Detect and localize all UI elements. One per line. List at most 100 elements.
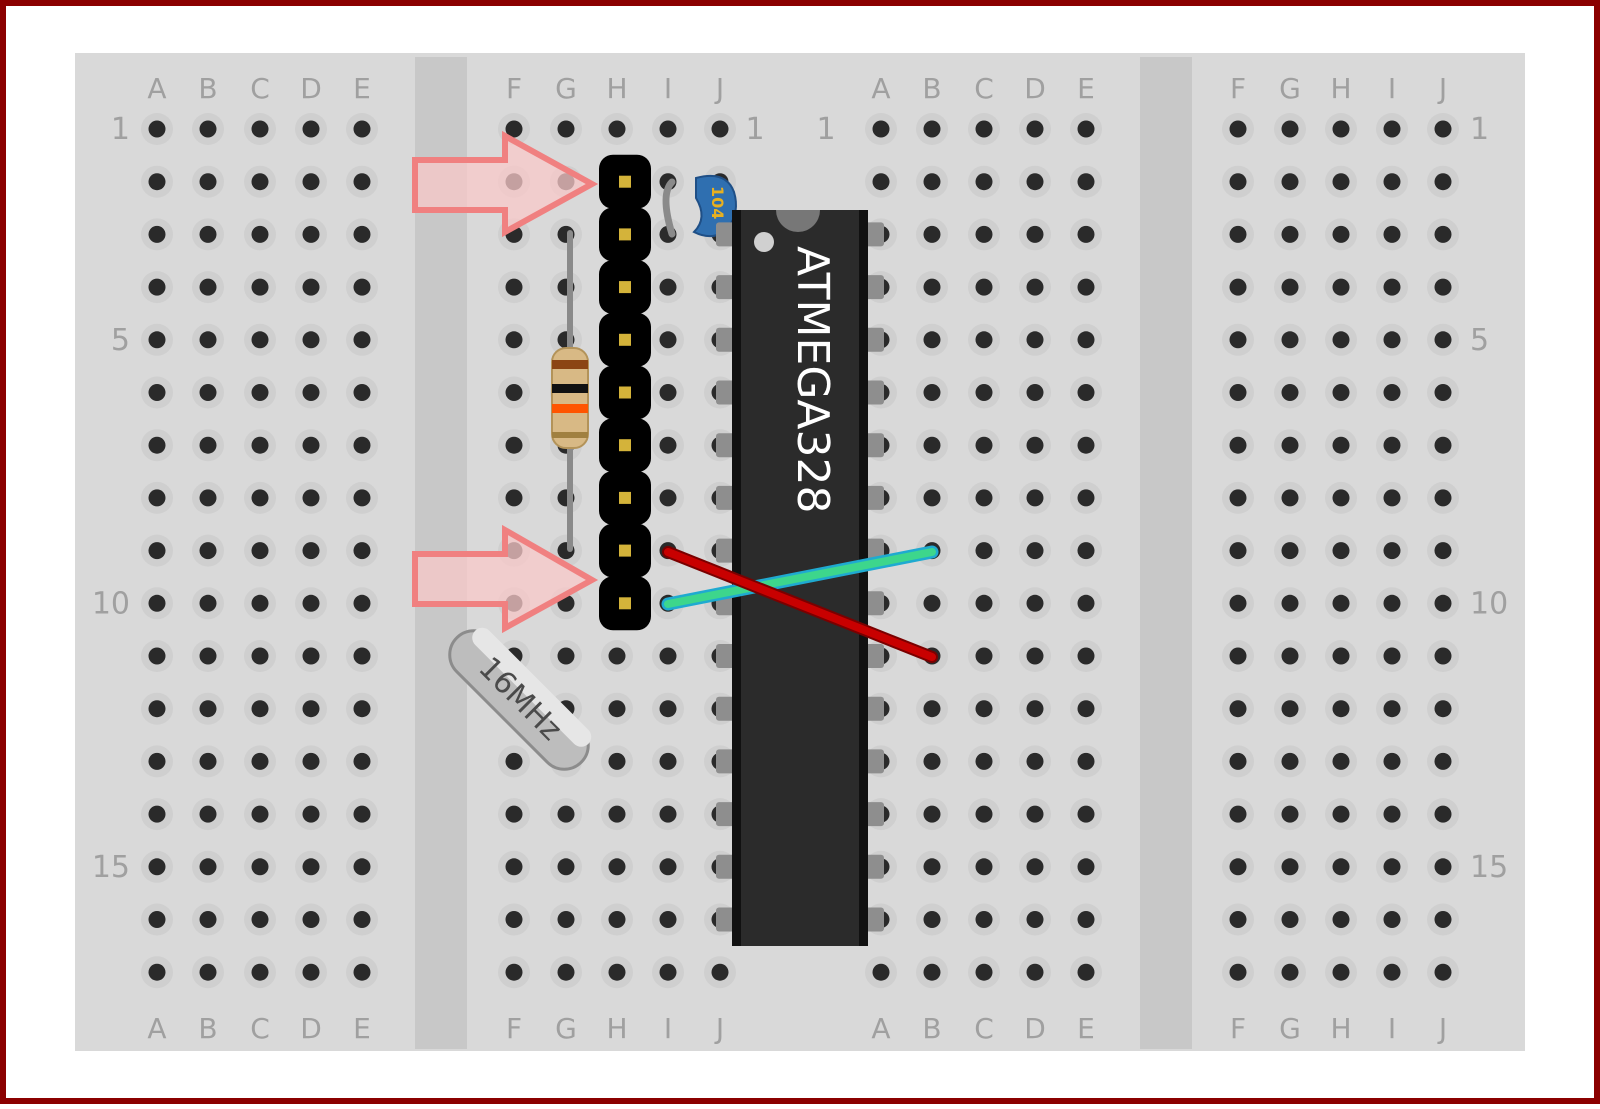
breadboard-hole[interactable] [975, 489, 993, 507]
breadboard-hole[interactable] [302, 805, 320, 823]
breadboard-hole[interactable] [251, 594, 269, 612]
breadboard-hole[interactable] [353, 542, 371, 560]
breadboard-hole[interactable] [608, 805, 626, 823]
breadboard-hole[interactable] [302, 278, 320, 296]
breadboard-hole[interactable] [1434, 331, 1452, 349]
breadboard-hole[interactable] [659, 331, 677, 349]
breadboard-hole[interactable] [1332, 542, 1350, 560]
breadboard-hole[interactable] [1434, 647, 1452, 665]
breadboard-hole[interactable] [975, 911, 993, 928]
breadboard-hole[interactable] [353, 963, 371, 981]
breadboard-hole[interactable] [1434, 542, 1452, 560]
breadboard-hole[interactable] [1077, 436, 1095, 454]
breadboard-hole[interactable] [659, 436, 677, 454]
breadboard-hole[interactable] [251, 805, 269, 823]
breadboard-hole[interactable] [608, 858, 626, 876]
breadboard-hole[interactable] [1077, 542, 1095, 560]
breadboard-hole[interactable] [251, 700, 269, 718]
breadboard-hole[interactable] [505, 331, 523, 349]
breadboard-hole[interactable] [148, 120, 166, 138]
breadboard-hole[interactable] [1281, 752, 1299, 770]
breadboard-hole[interactable] [1332, 647, 1350, 665]
breadboard-hole[interactable] [199, 805, 217, 823]
breadboard-hole[interactable] [302, 225, 320, 243]
breadboard-hole[interactable] [199, 594, 217, 612]
breadboard-hole[interactable] [1383, 120, 1401, 138]
breadboard-hole[interactable] [923, 752, 941, 770]
breadboard-hole[interactable] [1434, 963, 1452, 981]
breadboard-hole[interactable] [1434, 225, 1452, 243]
breadboard-hole[interactable] [505, 858, 523, 876]
breadboard-hole[interactable] [923, 805, 941, 823]
breadboard-hole[interactable] [1332, 278, 1350, 296]
breadboard-hole[interactable] [923, 963, 941, 981]
breadboard-hole[interactable] [1026, 278, 1044, 296]
breadboard-hole[interactable] [1229, 225, 1247, 243]
breadboard-hole[interactable] [1383, 489, 1401, 507]
breadboard-hole[interactable] [608, 120, 626, 138]
breadboard-hole[interactable] [353, 594, 371, 612]
breadboard-hole[interactable] [148, 700, 166, 718]
breadboard-hole[interactable] [1026, 911, 1044, 928]
breadboard-hole[interactable] [1434, 594, 1452, 612]
breadboard-hole[interactable] [1026, 384, 1044, 401]
breadboard-hole[interactable] [148, 594, 166, 612]
red-wire[interactable] [664, 548, 936, 661]
breadboard-hole[interactable] [353, 384, 371, 401]
breadboard-hole[interactable] [251, 384, 269, 401]
breadboard-hole[interactable] [975, 752, 993, 770]
breadboard-hole[interactable] [1077, 331, 1095, 349]
breadboard-hole[interactable] [353, 120, 371, 138]
breadboard-hole[interactable] [975, 963, 993, 981]
breadboard-hole[interactable] [251, 331, 269, 349]
breadboard-hole[interactable] [199, 911, 217, 928]
breadboard-hole[interactable] [251, 542, 269, 560]
breadboard-hole[interactable] [1332, 120, 1350, 138]
header-pin[interactable] [619, 333, 631, 346]
breadboard-hole[interactable] [1077, 225, 1095, 243]
breadboard-hole[interactable] [1077, 700, 1095, 718]
breadboard-hole[interactable] [1281, 858, 1299, 876]
breadboard-hole[interactable] [1332, 594, 1350, 612]
breadboard-hole[interactable] [505, 489, 523, 507]
breadboard-hole[interactable] [353, 173, 371, 191]
breadboard-hole[interactable] [608, 700, 626, 718]
breadboard-hole[interactable] [353, 647, 371, 665]
breadboard-hole[interactable] [251, 752, 269, 770]
breadboard-hole[interactable] [1026, 594, 1044, 612]
breadboard-hole[interactable] [557, 120, 575, 138]
breadboard-hole[interactable] [1026, 225, 1044, 243]
breadboard-hole[interactable] [1281, 911, 1299, 928]
breadboard-hole[interactable] [199, 225, 217, 243]
breadboard-hole[interactable] [302, 331, 320, 349]
breadboard-hole[interactable] [148, 542, 166, 560]
breadboard-hole[interactable] [199, 436, 217, 454]
breadboard-hole[interactable] [148, 173, 166, 191]
breadboard-hole[interactable] [148, 911, 166, 928]
breadboard-hole[interactable] [148, 647, 166, 665]
breadboard-hole[interactable] [505, 436, 523, 454]
breadboard-hole[interactable] [557, 911, 575, 928]
breadboard-hole[interactable] [608, 911, 626, 928]
breadboard-hole[interactable] [505, 963, 523, 981]
resistor[interactable] [551, 347, 589, 449]
breadboard-hole[interactable] [1026, 805, 1044, 823]
breadboard-hole[interactable] [1229, 858, 1247, 876]
breadboard-hole[interactable] [505, 911, 523, 928]
breadboard-hole[interactable] [1332, 700, 1350, 718]
breadboard-hole[interactable] [302, 858, 320, 876]
breadboard-hole[interactable] [1229, 278, 1247, 296]
breadboard-hole[interactable] [1077, 963, 1095, 981]
breadboard-hole[interactable] [199, 752, 217, 770]
breadboard-hole[interactable] [1434, 436, 1452, 454]
breadboard-hole[interactable] [1434, 120, 1452, 138]
breadboard-hole[interactable] [1383, 752, 1401, 770]
breadboard-hole[interactable] [1383, 278, 1401, 296]
breadboard-hole[interactable] [1434, 173, 1452, 191]
breadboard-hole[interactable] [353, 858, 371, 876]
breadboard-hole[interactable] [872, 173, 890, 191]
breadboard-hole[interactable] [1077, 805, 1095, 823]
breadboard-hole[interactable] [1434, 805, 1452, 823]
breadboard-hole[interactable] [199, 489, 217, 507]
breadboard-hole[interactable] [1383, 542, 1401, 560]
